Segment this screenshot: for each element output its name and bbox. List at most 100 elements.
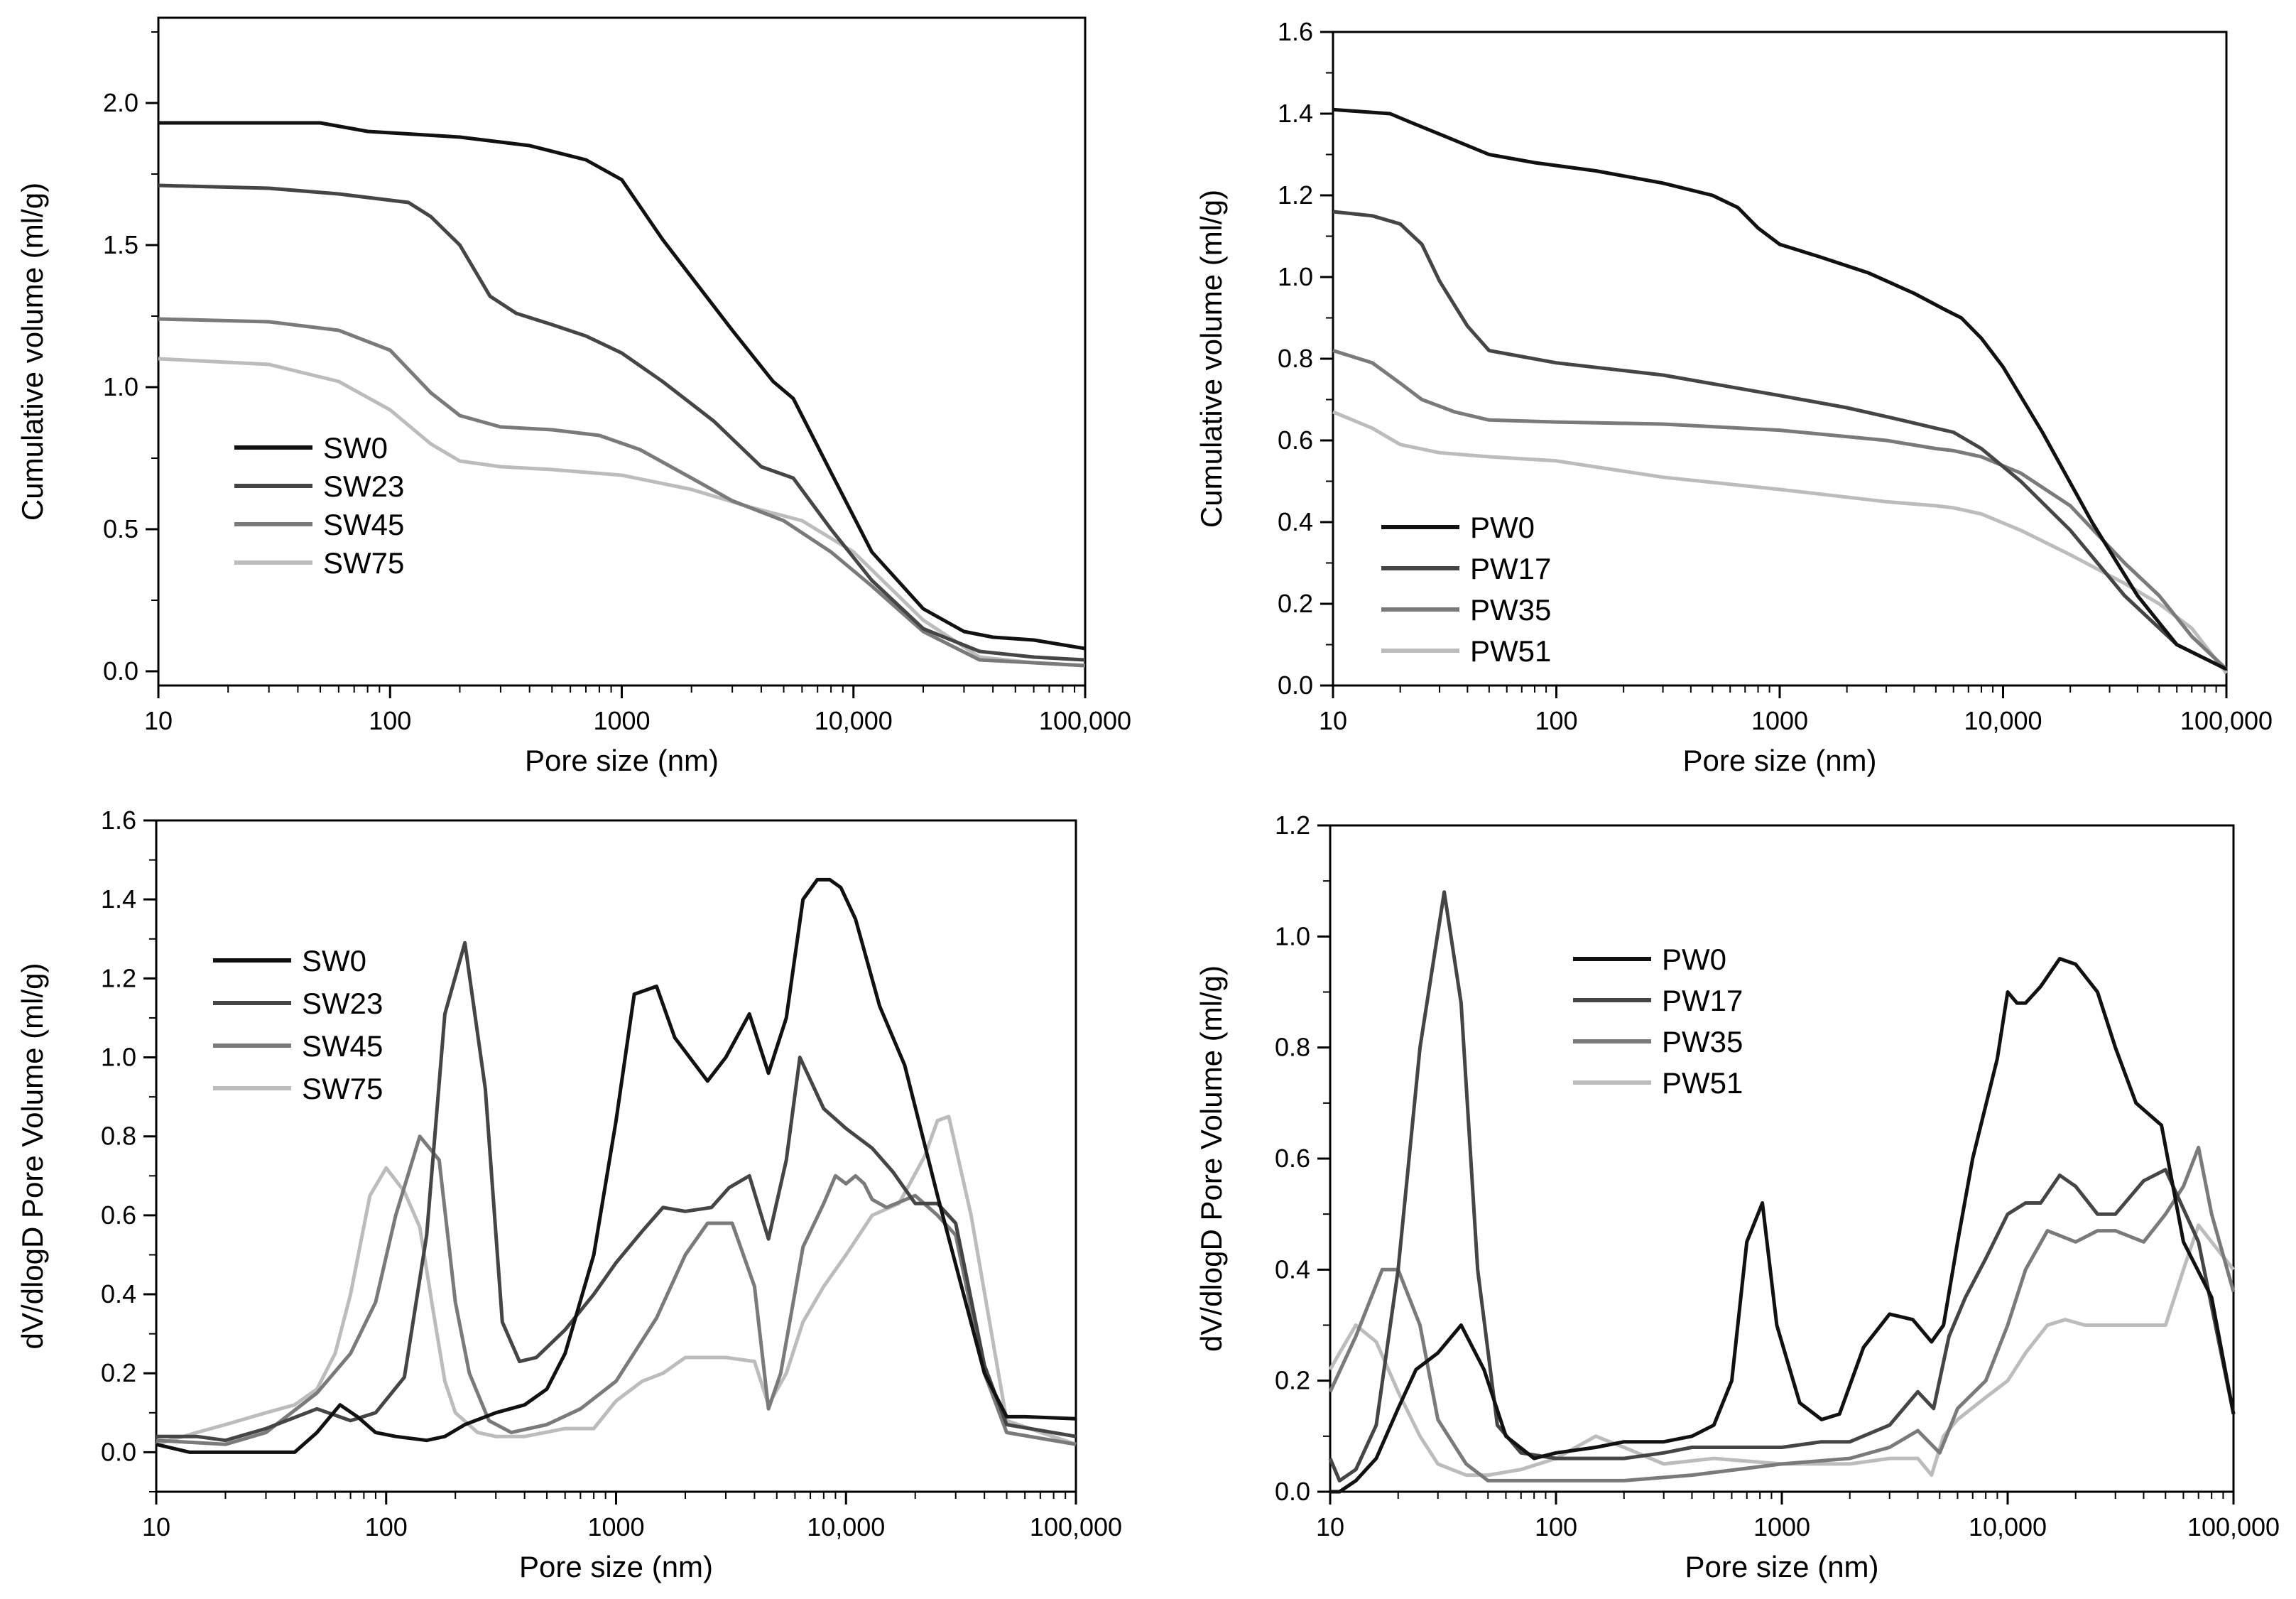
series-line-sw23 [156, 941, 1077, 1443]
y-tick-label: 0.2 [1275, 1366, 1310, 1395]
y-tick-label: 0.0 [103, 656, 138, 685]
y-tick-label: 0.8 [101, 1122, 136, 1151]
series-line-pw17 [1328, 890, 2236, 1483]
y-tick-label: 1.0 [101, 1043, 136, 1072]
y-tick-label: 0.6 [1278, 426, 1313, 455]
y-tick-label: 0.5 [103, 514, 138, 543]
y-tick-label: 1.0 [103, 372, 138, 401]
x-tick-label: 10,000 [807, 1512, 885, 1541]
y-axis-label: dV/dlogD Pore Volume (ml/g) [16, 963, 49, 1350]
legend-label: SW75 [302, 1072, 383, 1105]
series-line-pw0 [1332, 107, 2228, 671]
x-tick-label: 100 [1535, 1512, 1577, 1541]
y-axis-label: Cumulative volume (ml/g) [1195, 190, 1228, 528]
plot-frame [1332, 31, 2228, 687]
y-tick-label: 0.2 [1278, 589, 1313, 618]
legend-label: SW45 [302, 1029, 383, 1063]
x-tick-label: 1000 [593, 706, 650, 735]
y-tick-label: 0.4 [1275, 1254, 1310, 1284]
legend-label: SW23 [323, 470, 404, 503]
legend-label: SW0 [302, 944, 366, 977]
y-tick-label: 1.2 [1278, 180, 1313, 210]
legend: SW0 SW23 SW45 SW75 [234, 431, 404, 580]
y-tick-label: 0.0 [1278, 671, 1313, 700]
x-tick-label: 100,000 [2187, 1512, 2280, 1541]
y-tick-label: 0.4 [101, 1279, 136, 1308]
chart-panel-bottom-right: 10 100 1000 10,000 100,000 0.0 0.2 0.4 0.6 0.8 1.0… [1195, 811, 2280, 1583]
legend-label: PW35 [1662, 1025, 1743, 1058]
series-line-sw0 [158, 121, 1086, 651]
x-tick-label: 1000 [1751, 706, 1808, 735]
y-tick-label: 0.8 [1278, 344, 1313, 373]
legend-label: SW23 [302, 987, 383, 1020]
x-tick-label: 100,000 [1039, 706, 1131, 735]
legend-label: PW17 [1662, 984, 1743, 1017]
series-line-sw45 [156, 1134, 1077, 1446]
series-line-pw35 [1328, 1145, 2236, 1483]
y-tick-label: 0.8 [1275, 1033, 1310, 1062]
series-line-pw35 [1332, 349, 2228, 671]
legend: PW0 PW17 PW35 PW51 [1381, 511, 1551, 668]
series-line-pw0 [1330, 957, 2236, 1494]
legend-label: SW45 [323, 508, 404, 541]
legend-label: PW0 [1470, 511, 1535, 544]
x-tick-label: 10 [142, 1512, 170, 1541]
y-tick-label: 1.6 [1278, 17, 1313, 46]
y-axis-label: dV/dlogD Pore Volume (ml/g) [1195, 965, 1228, 1352]
series-line-pw17 [1332, 210, 2228, 671]
y-tick-label: 1.6 [101, 806, 136, 835]
series-line-pw51 [1328, 1223, 2235, 1478]
x-tick-label: 10 [144, 706, 173, 735]
y-tick-label: 0.0 [101, 1437, 136, 1466]
plot-frame [155, 819, 1077, 1493]
x-axis-label: Pore size (nm) [1682, 744, 1876, 777]
series-line-sw75 [156, 1115, 1077, 1446]
y-tick-label: 0.6 [101, 1200, 136, 1230]
x-tick-label: 10,000 [815, 706, 893, 735]
legend-label: PW17 [1470, 552, 1551, 585]
x-tick-label: 100 [365, 1512, 408, 1541]
series-line-sw45 [158, 317, 1086, 668]
y-tick-label: 1.2 [101, 963, 136, 992]
series-line-sw75 [158, 357, 1086, 668]
x-tick-label: 10,000 [1969, 1512, 2047, 1541]
y-tick-label: 2.0 [103, 88, 138, 117]
x-tick-label: 1000 [1753, 1512, 1810, 1541]
legend-label: SW0 [323, 431, 388, 465]
y-axis-label: Cumulative volume (ml/g) [16, 183, 49, 521]
chart-panel-top-left: 10 100 1000 10,000 100,000 0.0 0.5 1.0 1.5 2.0 Por… [16, 16, 1131, 777]
x-tick-label: 100,000 [1030, 1512, 1122, 1541]
x-tick-label: 100,000 [2180, 706, 2273, 735]
legend-label: PW51 [1470, 634, 1551, 668]
series-line-sw23 [158, 183, 1086, 662]
chart-panel-bottom-left: 10 100 1000 10,000 100,000 0.0 0.2 0.4 0.6 0.8 1.0… [16, 806, 1122, 1583]
legend: SW0 SW23 SW45 SW75 [213, 944, 383, 1105]
x-tick-label: 1000 [587, 1512, 644, 1541]
x-tick-label: 100 [1535, 706, 1577, 735]
legend: PW0 PW17 PW35 PW51 [1573, 943, 1743, 1100]
x-axis-label: Pore size (nm) [1685, 1550, 1878, 1583]
y-tick-label: 1.4 [1278, 99, 1313, 128]
legend-label: PW0 [1662, 943, 1726, 976]
legend-label: PW35 [1470, 593, 1551, 627]
y-tick-label: 1.4 [101, 884, 136, 914]
plot-frame [1329, 824, 2235, 1493]
y-tick-label: 0.2 [101, 1358, 136, 1387]
x-axis-label: Pore size (nm) [525, 744, 719, 777]
y-tick-label: 0.4 [1278, 507, 1313, 536]
y-tick-label: 0.6 [1275, 1144, 1310, 1173]
y-tick-label: 1.5 [103, 230, 138, 259]
x-axis-label: Pore size (nm) [519, 1550, 713, 1583]
y-tick-label: 0.0 [1275, 1477, 1310, 1506]
x-tick-label: 100 [369, 706, 411, 735]
x-tick-label: 10,000 [1964, 706, 2042, 735]
x-tick-label: 10 [1319, 706, 1347, 735]
series-line-sw0 [156, 877, 1077, 1454]
legend-label: PW51 [1662, 1066, 1743, 1100]
y-tick-label: 1.0 [1275, 921, 1310, 950]
x-tick-label: 10 [1316, 1512, 1344, 1541]
series-line-pw51 [1332, 410, 2228, 675]
legend-label: SW75 [323, 546, 404, 580]
y-tick-label: 1.2 [1275, 811, 1310, 840]
